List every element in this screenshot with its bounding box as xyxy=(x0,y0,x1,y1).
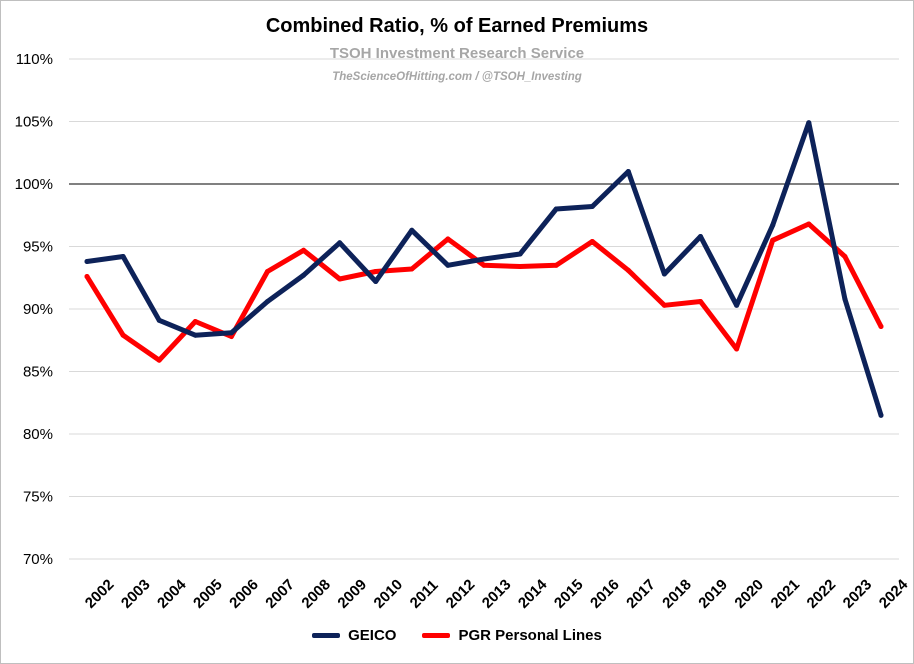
pgr-point-2017 xyxy=(625,267,631,273)
x-tick-label: 2020 xyxy=(731,576,767,612)
geico-point-2006 xyxy=(228,330,234,336)
geico-point-2016 xyxy=(589,204,595,209)
chart-title: Combined Ratio, % of Earned Premiums xyxy=(265,15,649,37)
geico-point-2007 xyxy=(265,299,270,304)
pgr-point-2019 xyxy=(698,299,703,304)
chart-subtitle: TSOH Investment Research Service xyxy=(329,45,585,62)
x-tick-label: 2018 xyxy=(659,576,695,612)
geico-point-2008 xyxy=(301,272,307,278)
legend-swatch-geico xyxy=(312,633,341,638)
y-tick-label: 85% xyxy=(23,364,53,381)
x-tick-label: 2019 xyxy=(695,576,731,612)
geico-point-2012 xyxy=(445,262,451,268)
x-tick-label: 2014 xyxy=(515,576,551,612)
pgr-point-2004 xyxy=(156,357,162,363)
pgr-point-2015 xyxy=(553,262,559,268)
geico-point-2005 xyxy=(192,332,198,338)
pgr-point-2024 xyxy=(878,324,884,329)
legend-swatch-pgr xyxy=(422,633,451,638)
x-tick-label: 2005 xyxy=(190,576,226,612)
pgr-point-2007 xyxy=(265,269,270,274)
y-tick-label: 105% xyxy=(15,114,53,131)
y-tick-label: 70% xyxy=(23,551,53,568)
geico-point-2013 xyxy=(481,256,487,262)
x-tick-label: 2012 xyxy=(443,576,479,612)
pgr-point-2018 xyxy=(661,302,667,308)
pgr-point-2016 xyxy=(589,239,595,244)
y-tick-label: 100% xyxy=(15,176,53,193)
pgr-point-2009 xyxy=(337,276,343,282)
y-tick-label: 90% xyxy=(23,301,53,318)
x-tick-label: 2011 xyxy=(407,577,442,612)
x-tick-label: 2023 xyxy=(840,576,876,612)
pgr-point-2010 xyxy=(373,269,379,274)
pgr-point-2022 xyxy=(806,221,812,227)
pgr-point-2011 xyxy=(409,266,415,272)
x-tick-label: 2021 xyxy=(768,576,804,612)
x-tick-label: 2010 xyxy=(371,576,407,612)
x-tick-label: 2017 xyxy=(623,576,659,612)
geico-point-2019 xyxy=(698,234,703,239)
x-tick-label: 2009 xyxy=(334,576,370,612)
legend-label-geico: GEICO xyxy=(348,627,397,644)
geico-point-2004 xyxy=(156,317,162,323)
legend-item-pgr: PGR Personal Lines xyxy=(422,627,602,644)
x-tick-label: 2013 xyxy=(479,576,515,612)
geico-point-2014 xyxy=(517,251,523,257)
geico-point-2009 xyxy=(337,240,343,246)
x-tick-label: 2008 xyxy=(298,576,334,612)
pgr-point-2014 xyxy=(517,264,523,269)
pgr-point-2008 xyxy=(301,247,307,253)
geico-point-2017 xyxy=(625,169,631,174)
pgr-point-2023 xyxy=(842,254,848,259)
geico-point-2024 xyxy=(878,412,884,418)
x-tick-label: 2004 xyxy=(154,576,190,612)
y-tick-label: 75% xyxy=(23,489,53,506)
chart-credit: TheScienceOfHitting.com / @TSOH_Investin… xyxy=(332,71,582,83)
geico-point-2011 xyxy=(409,227,415,233)
x-tick-label: 2024 xyxy=(876,576,912,612)
x-tick-label: 2003 xyxy=(118,576,154,612)
x-tick-label: 2006 xyxy=(226,576,262,612)
x-tick-label: 2002 xyxy=(82,576,118,612)
pgr-point-2012 xyxy=(445,236,451,242)
geico-point-2015 xyxy=(553,206,559,212)
chart-legend: GEICO PGR Personal Lines xyxy=(1,627,913,644)
y-tick-label: 80% xyxy=(23,426,53,443)
pgr-point-2003 xyxy=(120,332,126,338)
legend-label-pgr: PGR Personal Lines xyxy=(458,627,602,644)
geico-point-2021 xyxy=(770,222,776,228)
pgr-point-2002 xyxy=(84,274,90,279)
pgr-point-2020 xyxy=(734,346,740,352)
geico-point-2018 xyxy=(661,271,667,277)
legend-item-geico: GEICO xyxy=(312,627,396,644)
geico-point-2020 xyxy=(734,302,740,308)
x-tick-label: 2016 xyxy=(587,576,623,612)
pgr-point-2005 xyxy=(192,319,198,324)
geico-point-2022 xyxy=(806,120,812,126)
y-tick-label: 95% xyxy=(23,239,53,256)
geico-point-2023 xyxy=(842,296,848,302)
geico-point-2003 xyxy=(120,254,126,259)
y-tick-label: 110% xyxy=(16,51,53,68)
geico-point-2002 xyxy=(84,259,90,264)
x-tick-label: 2015 xyxy=(551,576,587,612)
x-tick-label: 2007 xyxy=(262,576,298,612)
pgr-point-2021 xyxy=(770,237,776,243)
geico-point-2010 xyxy=(373,279,379,284)
x-tick-label: 2022 xyxy=(804,576,840,612)
pgr-point-2013 xyxy=(481,262,487,268)
